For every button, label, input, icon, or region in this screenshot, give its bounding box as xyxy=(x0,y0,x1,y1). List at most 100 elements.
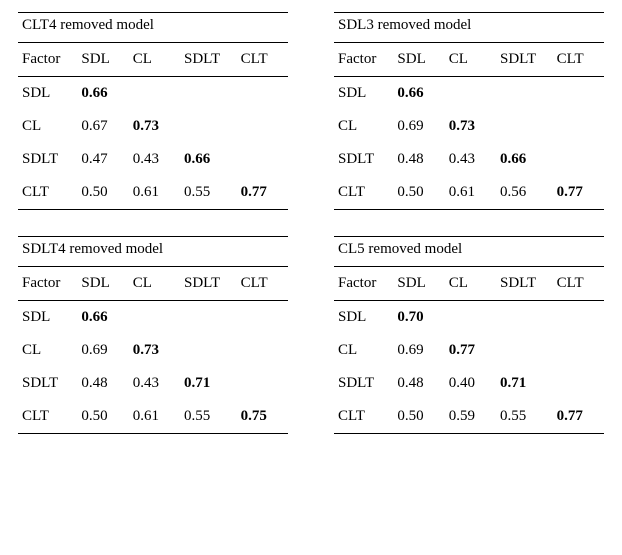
cell-value xyxy=(496,334,553,367)
cell-value: 0.43 xyxy=(445,143,496,176)
cell-value: 0.50 xyxy=(393,400,444,434)
cell-value: 0.50 xyxy=(393,176,444,210)
cell-value xyxy=(496,77,553,111)
column-header: CL xyxy=(445,43,496,77)
row-label: CL xyxy=(334,334,393,367)
cell-value xyxy=(129,77,180,111)
table-panel-2: SDLT4 removed modelFactorSDLCLSDLTCLTSDL… xyxy=(18,236,288,434)
table-row: CLT0.500.610.550.77 xyxy=(18,176,288,210)
cell-value: 0.61 xyxy=(445,176,496,210)
table-row: CLT0.500.610.550.75 xyxy=(18,400,288,434)
column-header: CL xyxy=(129,43,180,77)
cell-value xyxy=(445,301,496,335)
row-label: SDLT xyxy=(334,367,393,400)
cell-value: 0.73 xyxy=(129,110,180,143)
row-label: CL xyxy=(334,110,393,143)
column-header: SDLT xyxy=(180,267,237,301)
cell-value: 0.66 xyxy=(180,143,237,176)
cell-value: 0.71 xyxy=(180,367,237,400)
cell-value xyxy=(496,110,553,143)
correlation-table: FactorSDLCLSDLTCLTSDL0.70CL0.690.77SDLT0… xyxy=(334,267,604,434)
cell-value: 0.47 xyxy=(77,143,128,176)
table-row: SDLT0.480.430.66 xyxy=(334,143,604,176)
table-row: CL0.690.77 xyxy=(334,334,604,367)
cell-value: 0.61 xyxy=(129,176,180,210)
cell-value: 0.77 xyxy=(553,176,604,210)
cell-value xyxy=(180,301,237,335)
cell-value xyxy=(237,334,288,367)
row-label: SDL xyxy=(18,301,77,335)
cell-value xyxy=(237,367,288,400)
column-header: SDL xyxy=(393,267,444,301)
row-label: CLT xyxy=(18,400,77,434)
cell-value: 0.48 xyxy=(77,367,128,400)
cell-value: 0.55 xyxy=(180,176,237,210)
cell-value xyxy=(553,367,604,400)
cell-value: 0.77 xyxy=(553,400,604,434)
cell-value xyxy=(445,77,496,111)
table-panel-3: CL5 removed modelFactorSDLCLSDLTCLTSDL0.… xyxy=(334,236,604,434)
row-label: SDLT xyxy=(18,367,77,400)
column-header: CLT xyxy=(553,267,604,301)
table-row: CL0.690.73 xyxy=(18,334,288,367)
cell-value xyxy=(180,334,237,367)
row-label: SDLT xyxy=(18,143,77,176)
cell-value xyxy=(237,301,288,335)
table-title: SDLT4 removed model xyxy=(18,236,288,267)
column-header: SDL xyxy=(77,43,128,77)
cell-value: 0.50 xyxy=(77,400,128,434)
row-label: CL xyxy=(18,334,77,367)
row-label: SDL xyxy=(18,77,77,111)
cell-value: 0.67 xyxy=(77,110,128,143)
column-header: CL xyxy=(445,267,496,301)
cell-value xyxy=(129,301,180,335)
column-header: Factor xyxy=(334,267,393,301)
column-header: Factor xyxy=(18,267,77,301)
row-label: CLT xyxy=(334,176,393,210)
cell-value: 0.73 xyxy=(445,110,496,143)
cell-value: 0.75 xyxy=(237,400,288,434)
cell-value: 0.69 xyxy=(77,334,128,367)
cell-value: 0.77 xyxy=(237,176,288,210)
cell-value: 0.66 xyxy=(393,77,444,111)
cell-value: 0.69 xyxy=(393,334,444,367)
column-header: SDL xyxy=(77,267,128,301)
cell-value xyxy=(553,301,604,335)
cell-value xyxy=(237,110,288,143)
row-label: SDLT xyxy=(334,143,393,176)
table-row: SDLT0.480.430.71 xyxy=(18,367,288,400)
table-row: CL0.670.73 xyxy=(18,110,288,143)
column-header: Factor xyxy=(18,43,77,77)
table-row: CL0.690.73 xyxy=(334,110,604,143)
table-row: SDL0.66 xyxy=(18,301,288,335)
cell-value: 0.73 xyxy=(129,334,180,367)
table-row: SDLT0.470.430.66 xyxy=(18,143,288,176)
table-row: SDL0.66 xyxy=(334,77,604,111)
cell-value: 0.70 xyxy=(393,301,444,335)
column-header: Factor xyxy=(334,43,393,77)
cell-value xyxy=(553,110,604,143)
table-panel-1: SDL3 removed modelFactorSDLCLSDLTCLTSDL0… xyxy=(334,12,604,210)
table-row: CLT0.500.610.560.77 xyxy=(334,176,604,210)
cell-value xyxy=(180,77,237,111)
cell-value xyxy=(180,110,237,143)
cell-value: 0.43 xyxy=(129,367,180,400)
column-header: CLT xyxy=(237,43,288,77)
correlation-table: FactorSDLCLSDLTCLTSDL0.66CL0.690.73SDLT0… xyxy=(18,267,288,434)
table-title: CLT4 removed model xyxy=(18,12,288,43)
column-header: SDL xyxy=(393,43,444,77)
cell-value: 0.66 xyxy=(496,143,553,176)
table-row: CLT0.500.590.550.77 xyxy=(334,400,604,434)
cell-value xyxy=(553,334,604,367)
correlation-table: FactorSDLCLSDLTCLTSDL0.66CL0.690.73SDLT0… xyxy=(334,43,604,210)
table-row: SDL0.66 xyxy=(18,77,288,111)
column-header: SDLT xyxy=(496,43,553,77)
cell-value: 0.71 xyxy=(496,367,553,400)
cell-value xyxy=(237,77,288,111)
column-header: CLT xyxy=(553,43,604,77)
column-header: CL xyxy=(129,267,180,301)
table-panel-0: CLT4 removed modelFactorSDLCLSDLTCLTSDL0… xyxy=(18,12,288,210)
table-title: SDL3 removed model xyxy=(334,12,604,43)
cell-value: 0.66 xyxy=(77,77,128,111)
column-header: SDLT xyxy=(180,43,237,77)
